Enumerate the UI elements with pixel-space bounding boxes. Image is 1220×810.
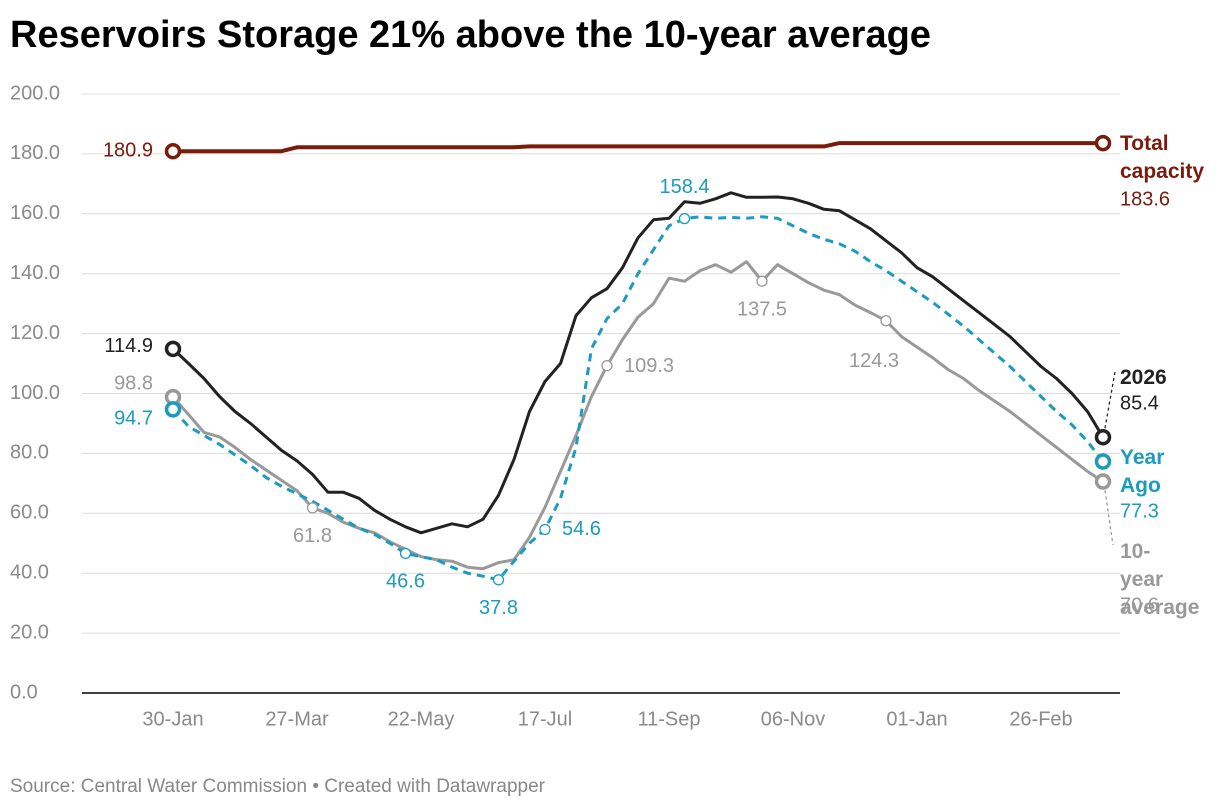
value-label: 98.8: [114, 372, 153, 394]
x-tick-label: 30-Jan: [142, 708, 203, 730]
chart-title: Reservoirs Storage 21% above the 10-year…: [10, 14, 931, 56]
series-line: [171, 260, 1104, 571]
x-tick-label: 26-Feb: [1009, 708, 1072, 730]
point-marker: [539, 523, 551, 536]
series-name: Total capacity: [1120, 132, 1205, 183]
x-tick-label: 22-May: [388, 708, 455, 730]
series-line: [173, 141, 1103, 154]
point-marker: [399, 547, 412, 560]
value-label: 114.9: [104, 335, 153, 357]
y-tick-label: 40.0: [10, 561, 49, 583]
value-label: 109.3: [624, 355, 674, 377]
series-line: [171, 215, 1105, 582]
y-tick-label: 120.0: [10, 322, 60, 344]
point-marker: [1094, 134, 1112, 152]
series-name: Year Ago: [1120, 446, 1165, 497]
value-label: 61.8: [293, 525, 332, 547]
value-label: 94.7: [114, 408, 153, 430]
point-marker: [678, 212, 691, 225]
x-tick-label: 17-Jul: [518, 708, 572, 730]
point-marker: [164, 340, 182, 358]
leader-line: [1104, 371, 1116, 429]
y-tick-label: 180.0: [10, 142, 60, 164]
point-marker: [164, 401, 182, 418]
value-label: 77.3: [1120, 500, 1159, 522]
y-tick-label: 140.0: [10, 262, 60, 284]
point-marker: [756, 275, 768, 287]
y-tick-label: 200.0: [10, 82, 60, 104]
y-tick-label: 160.0: [10, 202, 60, 224]
point-marker: [306, 502, 319, 514]
point-marker: [1094, 473, 1112, 490]
series-name: 2026: [1120, 366, 1167, 389]
value-label: 124.3: [849, 350, 899, 372]
value-label: 54.6: [562, 518, 601, 540]
value-label: 137.5: [737, 298, 787, 320]
value-label: 85.4: [1120, 392, 1159, 414]
point-marker: [601, 359, 613, 372]
y-tick-label: 60.0: [10, 502, 49, 524]
point-marker: [880, 315, 892, 327]
y-tick-label: 100.0: [10, 382, 60, 404]
y-tick-label: 20.0: [10, 621, 49, 643]
series-name: 10-year average: [1120, 540, 1200, 619]
value-label: 183.6: [1120, 188, 1170, 210]
y-tick-label: 0.0: [10, 681, 38, 703]
x-tick-label: 06-Nov: [761, 708, 825, 730]
point-marker: [1094, 453, 1112, 470]
source: Source: Central Water Commission • Creat…: [10, 776, 546, 797]
x-tick-label: 01-Jan: [886, 708, 947, 730]
value-label: 70.6: [1120, 594, 1159, 616]
point-marker: [164, 142, 182, 160]
value-label: 37.8: [479, 597, 518, 619]
leader-line: [1104, 490, 1114, 546]
x-tick-label: 11-Sep: [637, 708, 700, 730]
value-label: 158.4: [659, 176, 709, 198]
point-marker: [492, 574, 505, 586]
x-tick-label: 27-Mar: [265, 708, 329, 730]
series-line: [171, 191, 1105, 535]
y-tick-label: 80.0: [10, 442, 49, 464]
value-label: 180.9: [103, 139, 153, 161]
value-label: 46.6: [386, 571, 425, 593]
point-marker: [1094, 428, 1112, 446]
